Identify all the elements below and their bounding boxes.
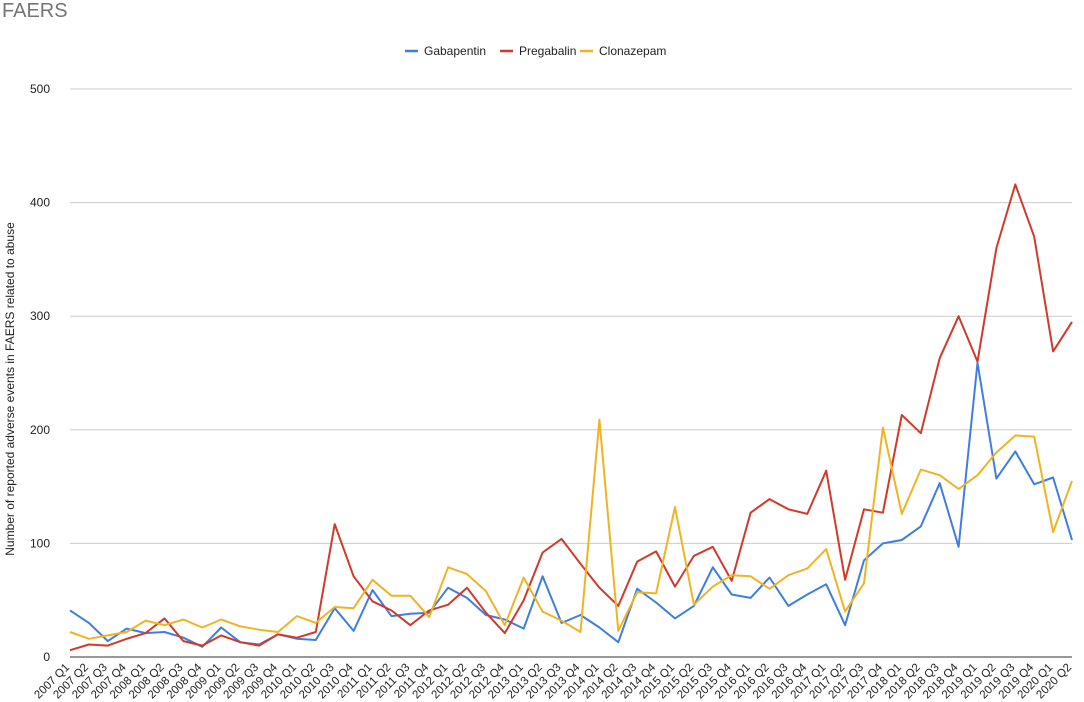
y-tick-label: 200 bbox=[30, 423, 50, 437]
y-tick-label: 500 bbox=[30, 82, 50, 96]
y-tick-label: 300 bbox=[30, 309, 50, 323]
gridlines bbox=[70, 88, 1072, 658]
y-tick-label: 0 bbox=[43, 650, 50, 664]
y-tick-label: 400 bbox=[30, 196, 50, 210]
legend: Gabapentin Pregabalin Clonazepam bbox=[405, 44, 666, 58]
legend-label: Pregabalin bbox=[519, 44, 576, 58]
y-axis-label: Number of reported adverse events in FAE… bbox=[3, 222, 17, 556]
legend-label: Clonazepam bbox=[599, 44, 666, 58]
series-line-pregabalin bbox=[69, 183, 1073, 652]
y-axis-ticks: 0 100 200 300 400 500 bbox=[30, 82, 50, 664]
chart-title: FAERS bbox=[2, 0, 68, 22]
legend-label: Gabapentin bbox=[424, 44, 486, 58]
series-line-clonazepam bbox=[69, 418, 1073, 640]
series-line-gabapentin bbox=[69, 361, 1073, 648]
y-tick-label: 100 bbox=[30, 536, 50, 550]
series-lines bbox=[69, 183, 1073, 652]
